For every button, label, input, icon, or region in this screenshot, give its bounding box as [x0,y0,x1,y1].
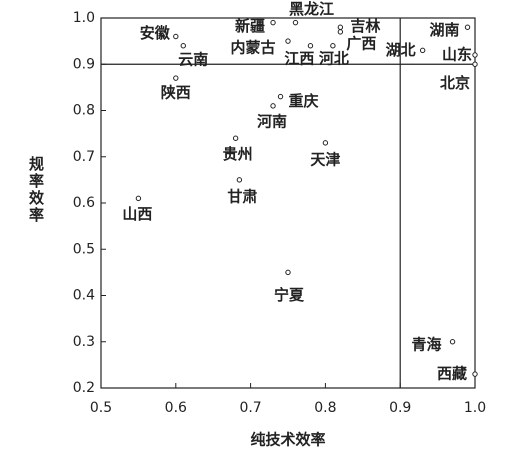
point-label: 陕西 [161,84,191,102]
point [277,93,284,100]
point-label: 新疆 [235,17,265,35]
point-label: 山东 [442,46,472,64]
point [330,43,336,49]
point [173,33,179,40]
point-label: 宁夏 [274,286,305,304]
point [236,177,243,183]
point [180,43,186,49]
point-label: 江西 [284,49,314,67]
point [232,135,239,141]
point-label: 天津 [310,150,340,168]
point [322,140,329,146]
point-label: 河北 [319,49,349,67]
x-axis-title: 纯技术效率 [250,431,325,449]
point-label: 黑龙江 [289,0,334,18]
point-label: 青海 [412,335,442,353]
point-label: 贵州 [223,145,253,163]
point [307,43,314,49]
y-tick-label: 0.6 [73,195,95,211]
point [337,24,344,30]
point-label: 湖南 [430,21,460,39]
x-tick-label: 0.5 [90,400,112,416]
y-tick-label: 0.2 [73,380,95,396]
point-label: 云南 [178,50,208,68]
point-label: 河南 [257,112,287,130]
y-axis-title: 规率效率 [27,156,45,224]
point [292,19,299,26]
x-tick-label: 0.9 [389,400,411,416]
point-label: 甘肃 [227,187,257,205]
point [285,38,291,44]
point [472,371,478,377]
point [173,75,179,81]
point-label: 山西 [122,205,152,223]
point-label: 内蒙古 [230,39,275,57]
point [472,61,478,67]
point-label: 西藏 [437,365,467,383]
point [135,195,142,202]
y-tick-label: 0.9 [73,56,95,72]
y-tick-label: 0.5 [73,241,95,257]
point [270,103,276,109]
point-label: 湖北 [386,41,416,59]
x-tick-label: 0.8 [314,400,336,416]
x-tick-label: 1.0 [464,400,486,416]
point-label: 吉林 [350,17,381,35]
point [464,24,471,30]
x-tick-label: 0.6 [165,400,187,416]
point [472,52,478,58]
point [285,269,291,276]
point-label: 北京 [440,74,470,92]
point-label: 安徽 [140,24,171,42]
y-tick-label: 1.0 [73,10,95,26]
point-label: 广西 [346,34,376,52]
y-tick-label: 0.3 [73,334,95,350]
point [449,339,456,345]
y-tick-label: 0.8 [73,103,95,119]
y-tick-label: 0.4 [73,288,95,304]
plot-frame [100,17,476,389]
y-tick-label: 0.7 [73,149,95,165]
point [337,29,344,35]
point-label: 重庆 [289,92,319,110]
point [419,47,426,54]
x-tick-label: 0.7 [239,400,261,416]
point [270,19,276,26]
